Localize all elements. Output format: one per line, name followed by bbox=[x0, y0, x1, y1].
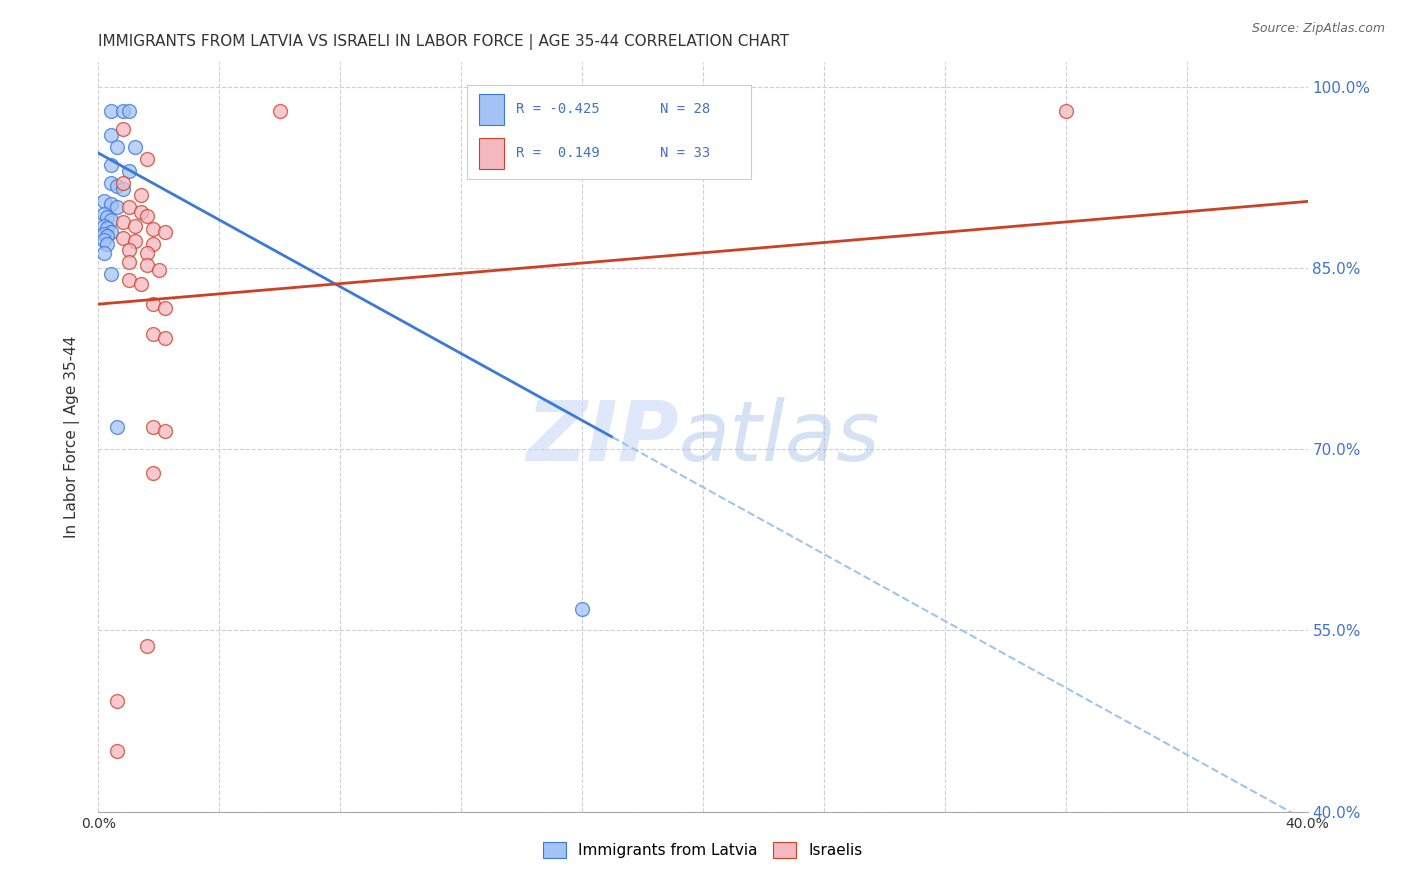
Point bbox=[105, 140, 128, 154]
Point bbox=[142, 297, 165, 311]
Text: IMMIGRANTS FROM LATVIA VS ISRAELI IN LABOR FORCE | AGE 35-44 CORRELATION CHART: IMMIGRANTS FROM LATVIA VS ISRAELI IN LAB… bbox=[98, 34, 790, 50]
Point bbox=[129, 205, 152, 219]
Point bbox=[105, 744, 128, 758]
Point bbox=[111, 230, 134, 244]
Legend: Immigrants from Latvia, Israelis: Immigrants from Latvia, Israelis bbox=[537, 836, 869, 864]
Point bbox=[93, 206, 115, 220]
Point bbox=[124, 219, 146, 233]
Point bbox=[96, 210, 118, 224]
Point bbox=[105, 693, 128, 707]
Point bbox=[93, 227, 115, 241]
Point bbox=[100, 197, 122, 211]
Point bbox=[111, 176, 134, 190]
Point bbox=[118, 103, 141, 118]
Point bbox=[96, 229, 118, 244]
Point bbox=[135, 152, 157, 166]
Point bbox=[118, 201, 141, 215]
Text: Source: ZipAtlas.com: Source: ZipAtlas.com bbox=[1251, 22, 1385, 36]
Point bbox=[105, 178, 128, 193]
Point bbox=[100, 267, 122, 281]
Point bbox=[105, 420, 128, 434]
Point bbox=[96, 236, 118, 251]
Point bbox=[153, 225, 176, 239]
Point bbox=[96, 221, 118, 235]
Point bbox=[93, 219, 115, 233]
Point bbox=[153, 301, 176, 315]
Point bbox=[571, 601, 593, 615]
Point bbox=[111, 103, 134, 118]
Point bbox=[100, 225, 122, 239]
Point bbox=[142, 420, 165, 434]
Point bbox=[105, 201, 128, 215]
Point bbox=[118, 255, 141, 269]
Point bbox=[142, 327, 165, 342]
Point bbox=[1054, 103, 1077, 118]
Point bbox=[100, 103, 122, 118]
Point bbox=[142, 222, 165, 236]
Point bbox=[153, 424, 176, 438]
Y-axis label: In Labor Force | Age 35-44: In Labor Force | Age 35-44 bbox=[63, 336, 80, 538]
Point bbox=[135, 209, 157, 223]
Point bbox=[111, 122, 134, 136]
Point bbox=[118, 164, 141, 178]
Point bbox=[100, 158, 122, 172]
Point bbox=[111, 182, 134, 196]
Point bbox=[135, 246, 157, 260]
Point bbox=[142, 236, 165, 251]
Point bbox=[111, 215, 134, 229]
Point bbox=[93, 246, 115, 260]
Point bbox=[142, 467, 165, 481]
Point bbox=[148, 263, 170, 277]
Text: ZIP: ZIP bbox=[526, 397, 679, 477]
Point bbox=[124, 140, 146, 154]
Point bbox=[153, 331, 176, 345]
Point bbox=[100, 176, 122, 190]
Point bbox=[124, 235, 146, 249]
Point bbox=[135, 639, 157, 653]
Point bbox=[118, 243, 141, 257]
Point bbox=[135, 259, 157, 273]
Text: atlas: atlas bbox=[679, 397, 880, 477]
Point bbox=[129, 277, 152, 291]
Point bbox=[100, 212, 122, 227]
Point bbox=[129, 188, 152, 202]
Point bbox=[269, 103, 291, 118]
Point bbox=[118, 273, 141, 287]
Point bbox=[93, 194, 115, 209]
Point bbox=[100, 128, 122, 142]
Point bbox=[93, 233, 115, 247]
